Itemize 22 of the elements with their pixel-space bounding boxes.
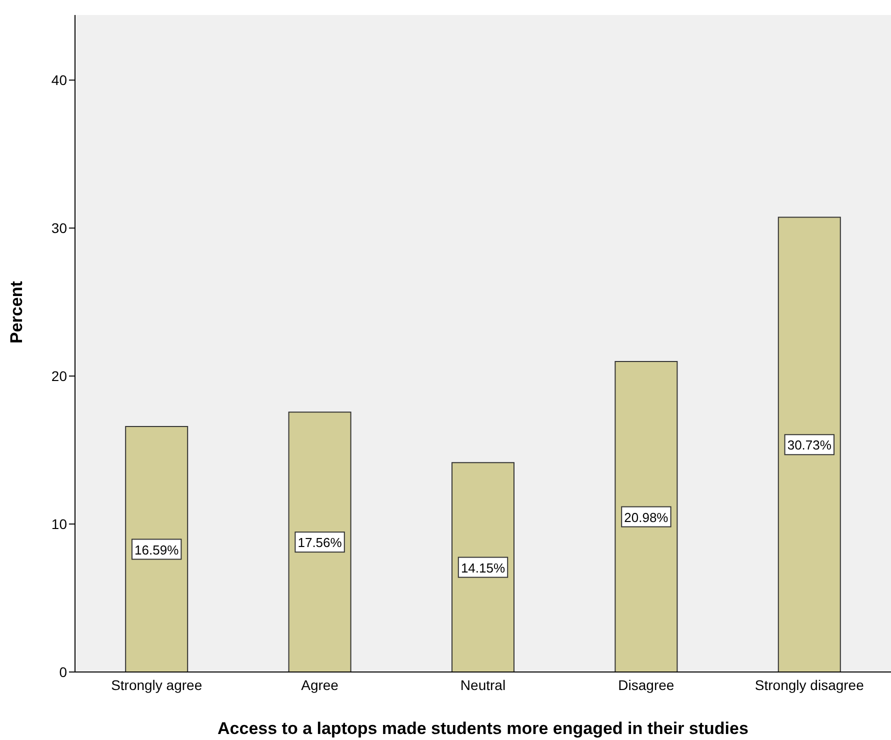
bar (614, 361, 678, 672)
x-tick-label: Agree (301, 676, 339, 693)
x-tick-label: Neutral (460, 676, 506, 693)
y-tick-label: 10 (51, 516, 68, 532)
x-tick-label: Strongly disagree (754, 676, 864, 693)
x-axis-title: Access to a laptops made students more engaged in their studies (218, 719, 748, 738)
data-label: 30.73% (787, 438, 832, 453)
data-label: 20.98% (624, 510, 669, 525)
y-tick-label: 20 (51, 368, 68, 384)
bar (451, 462, 514, 672)
x-tick-label: Strongly agree (111, 676, 202, 693)
x-tick-label: Disagree (618, 676, 674, 693)
y-axis-title: Percent (7, 280, 26, 344)
data-label: 14.15% (460, 560, 506, 576)
data-label: 17.56% (298, 535, 342, 550)
bar (288, 412, 352, 672)
bar (125, 426, 188, 672)
y-tick-label: 0 (59, 664, 68, 680)
y-tick-label: 40 (51, 72, 68, 88)
data-label: 16.59% (134, 542, 180, 558)
y-tick-label: 30 (51, 220, 68, 236)
bar (778, 216, 841, 672)
